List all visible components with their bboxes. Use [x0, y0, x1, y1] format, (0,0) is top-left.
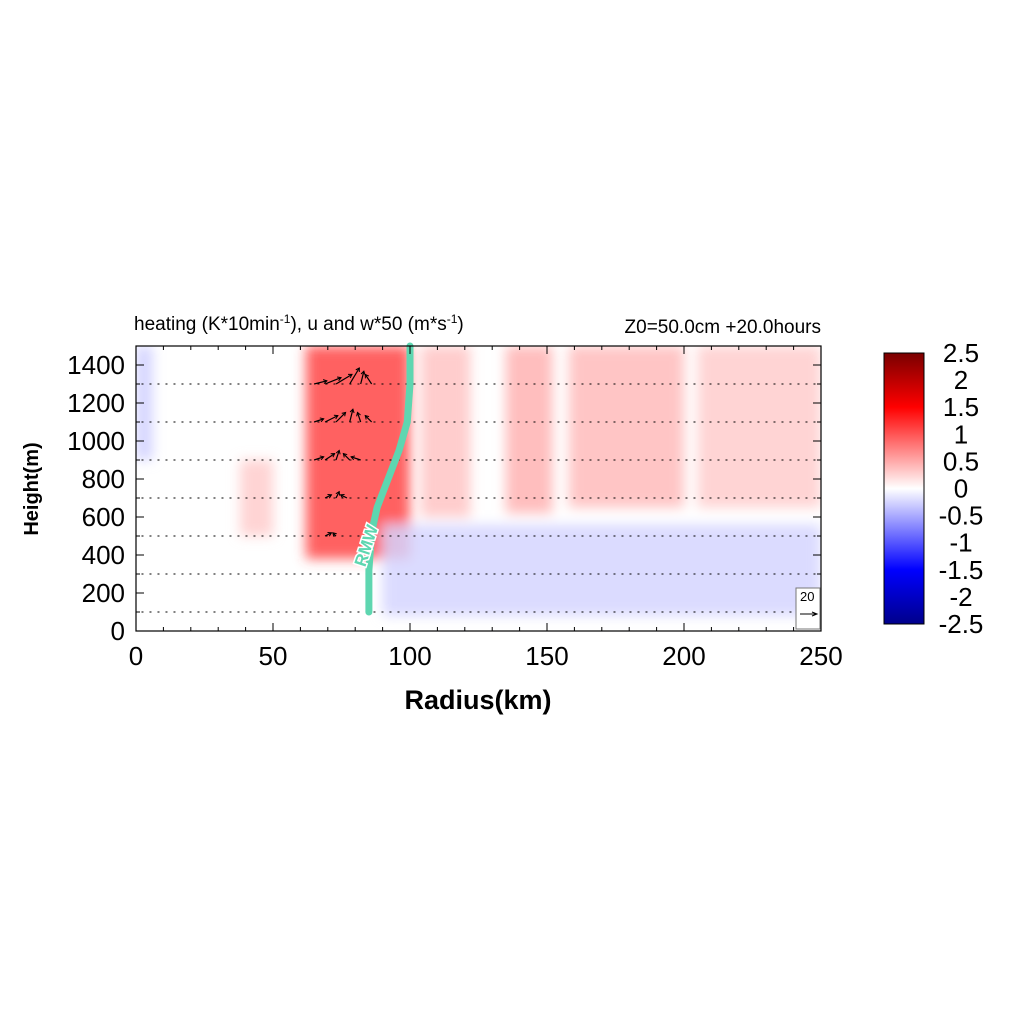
colorbar-tick-label: 2: [954, 365, 968, 395]
wind-vector-head: [348, 373, 353, 379]
wind-vector: [356, 412, 362, 423]
colorbar-tick-label: 1: [954, 419, 968, 449]
wind-vector-head: [364, 414, 370, 420]
heating-region: [697, 346, 821, 508]
wind-vector: [324, 415, 339, 423]
x-axis: 0 50 100 150 200 250: [129, 346, 843, 671]
wind-vector-head: [332, 532, 337, 537]
colorbar-tick-label: 0.5: [943, 446, 979, 476]
y-tick-label: 1400: [67, 350, 125, 380]
x-tick-label: 250: [799, 641, 842, 671]
heating-region: [420, 346, 471, 517]
colorbar-ticks: 2.521.510.50-0.5-1-1.5-2-2.5: [939, 338, 984, 639]
colorbar-tick-label: -0.5: [939, 501, 984, 531]
wind-vector: [313, 456, 324, 461]
wind-vector-head: [356, 411, 361, 417]
wind-vector-head: [342, 452, 348, 458]
y-tick-label: 800: [82, 464, 125, 494]
colorbar-tick-label: -2.5: [939, 609, 984, 639]
y-tick-label: 0: [111, 616, 125, 646]
wind-vector: [324, 532, 332, 537]
heating-region: [568, 346, 684, 508]
colorbar: [883, 352, 925, 625]
y-tick-label: 400: [82, 540, 125, 570]
colorbar-tick-label: 2.5: [943, 338, 979, 368]
heating-region: [136, 346, 153, 460]
colorbar-tick-label: -1: [949, 528, 972, 558]
colorbar-tick-label: -1.5: [939, 555, 984, 585]
wind-vector: [360, 371, 365, 385]
y-axis-title: Height(m): [21, 442, 43, 535]
wind-vector-head: [350, 455, 356, 461]
heating-field: [136, 346, 821, 616]
y-tick-label: 200: [82, 578, 125, 608]
x-tick-label: 50: [259, 641, 288, 671]
wind-vector-head: [330, 453, 336, 458]
wind-vector: [349, 409, 354, 423]
wind-vector-head: [355, 367, 360, 373]
wind-vector-head: [322, 379, 328, 384]
colorbar-tick-label: 0: [954, 474, 968, 504]
wind-vector: [349, 367, 360, 385]
colorbar-tick-label: -2: [949, 582, 972, 612]
wind-vector: [335, 411, 347, 423]
y-tick-label: 1000: [67, 426, 125, 456]
chart-title-right: Z0=50.0cm +20.0hours: [625, 317, 821, 338]
x-tick-label: 200: [662, 641, 705, 671]
wind-vector: [313, 380, 328, 385]
y-axis: 0 200 400 600 800 1000 1200 1400: [67, 350, 821, 646]
vector-key: 20: [795, 587, 821, 630]
wind-vectors: [141, 367, 816, 613]
wind-vector-head: [339, 493, 345, 499]
wind-vector: [340, 494, 348, 499]
wind-vector: [335, 373, 353, 385]
wind-vector-head: [335, 490, 341, 496]
wind-vector: [324, 494, 332, 499]
wind-vector: [324, 453, 335, 461]
wind-vector-head: [341, 411, 347, 417]
rmw-line: [365, 342, 414, 616]
plot-frame: [135, 345, 822, 632]
wind-vector: [364, 374, 373, 385]
wind-vector-head: [360, 370, 366, 376]
x-tick-label: 0: [129, 641, 143, 671]
wind-vector-head: [333, 414, 339, 420]
wind-vector: [335, 450, 340, 461]
heating-region: [382, 524, 821, 616]
heating-region: [240, 460, 273, 536]
wind-vector-head: [319, 417, 325, 423]
wind-vector-head: [349, 408, 355, 414]
wind-vector: [335, 491, 340, 499]
y-tick-label: 600: [82, 502, 125, 532]
vector-key-label: 20: [800, 589, 814, 604]
wind-vector-head: [319, 455, 325, 461]
y-tick-label: 1200: [67, 388, 125, 418]
wind-vector: [313, 418, 324, 423]
wind-vector: [364, 415, 373, 423]
wind-vector: [342, 453, 351, 461]
wind-vector: [350, 456, 361, 461]
wind-vector-head: [337, 376, 342, 382]
x-tick-label: 150: [525, 641, 568, 671]
chart-title-left: heating (K*10min-1), u and w*50 (m*s-1): [134, 312, 464, 335]
wind-vector-head: [335, 449, 341, 455]
x-tick-label: 100: [388, 641, 431, 671]
wind-vector-head: [327, 531, 333, 537]
x-axis-title: Radius(km): [404, 685, 551, 715]
colorbar-tick-label: 1.5: [943, 392, 979, 422]
wind-vector-head: [364, 373, 370, 379]
wind-vector: [324, 377, 342, 385]
heating-region: [505, 346, 553, 514]
wind-vector-head: [327, 493, 333, 499]
